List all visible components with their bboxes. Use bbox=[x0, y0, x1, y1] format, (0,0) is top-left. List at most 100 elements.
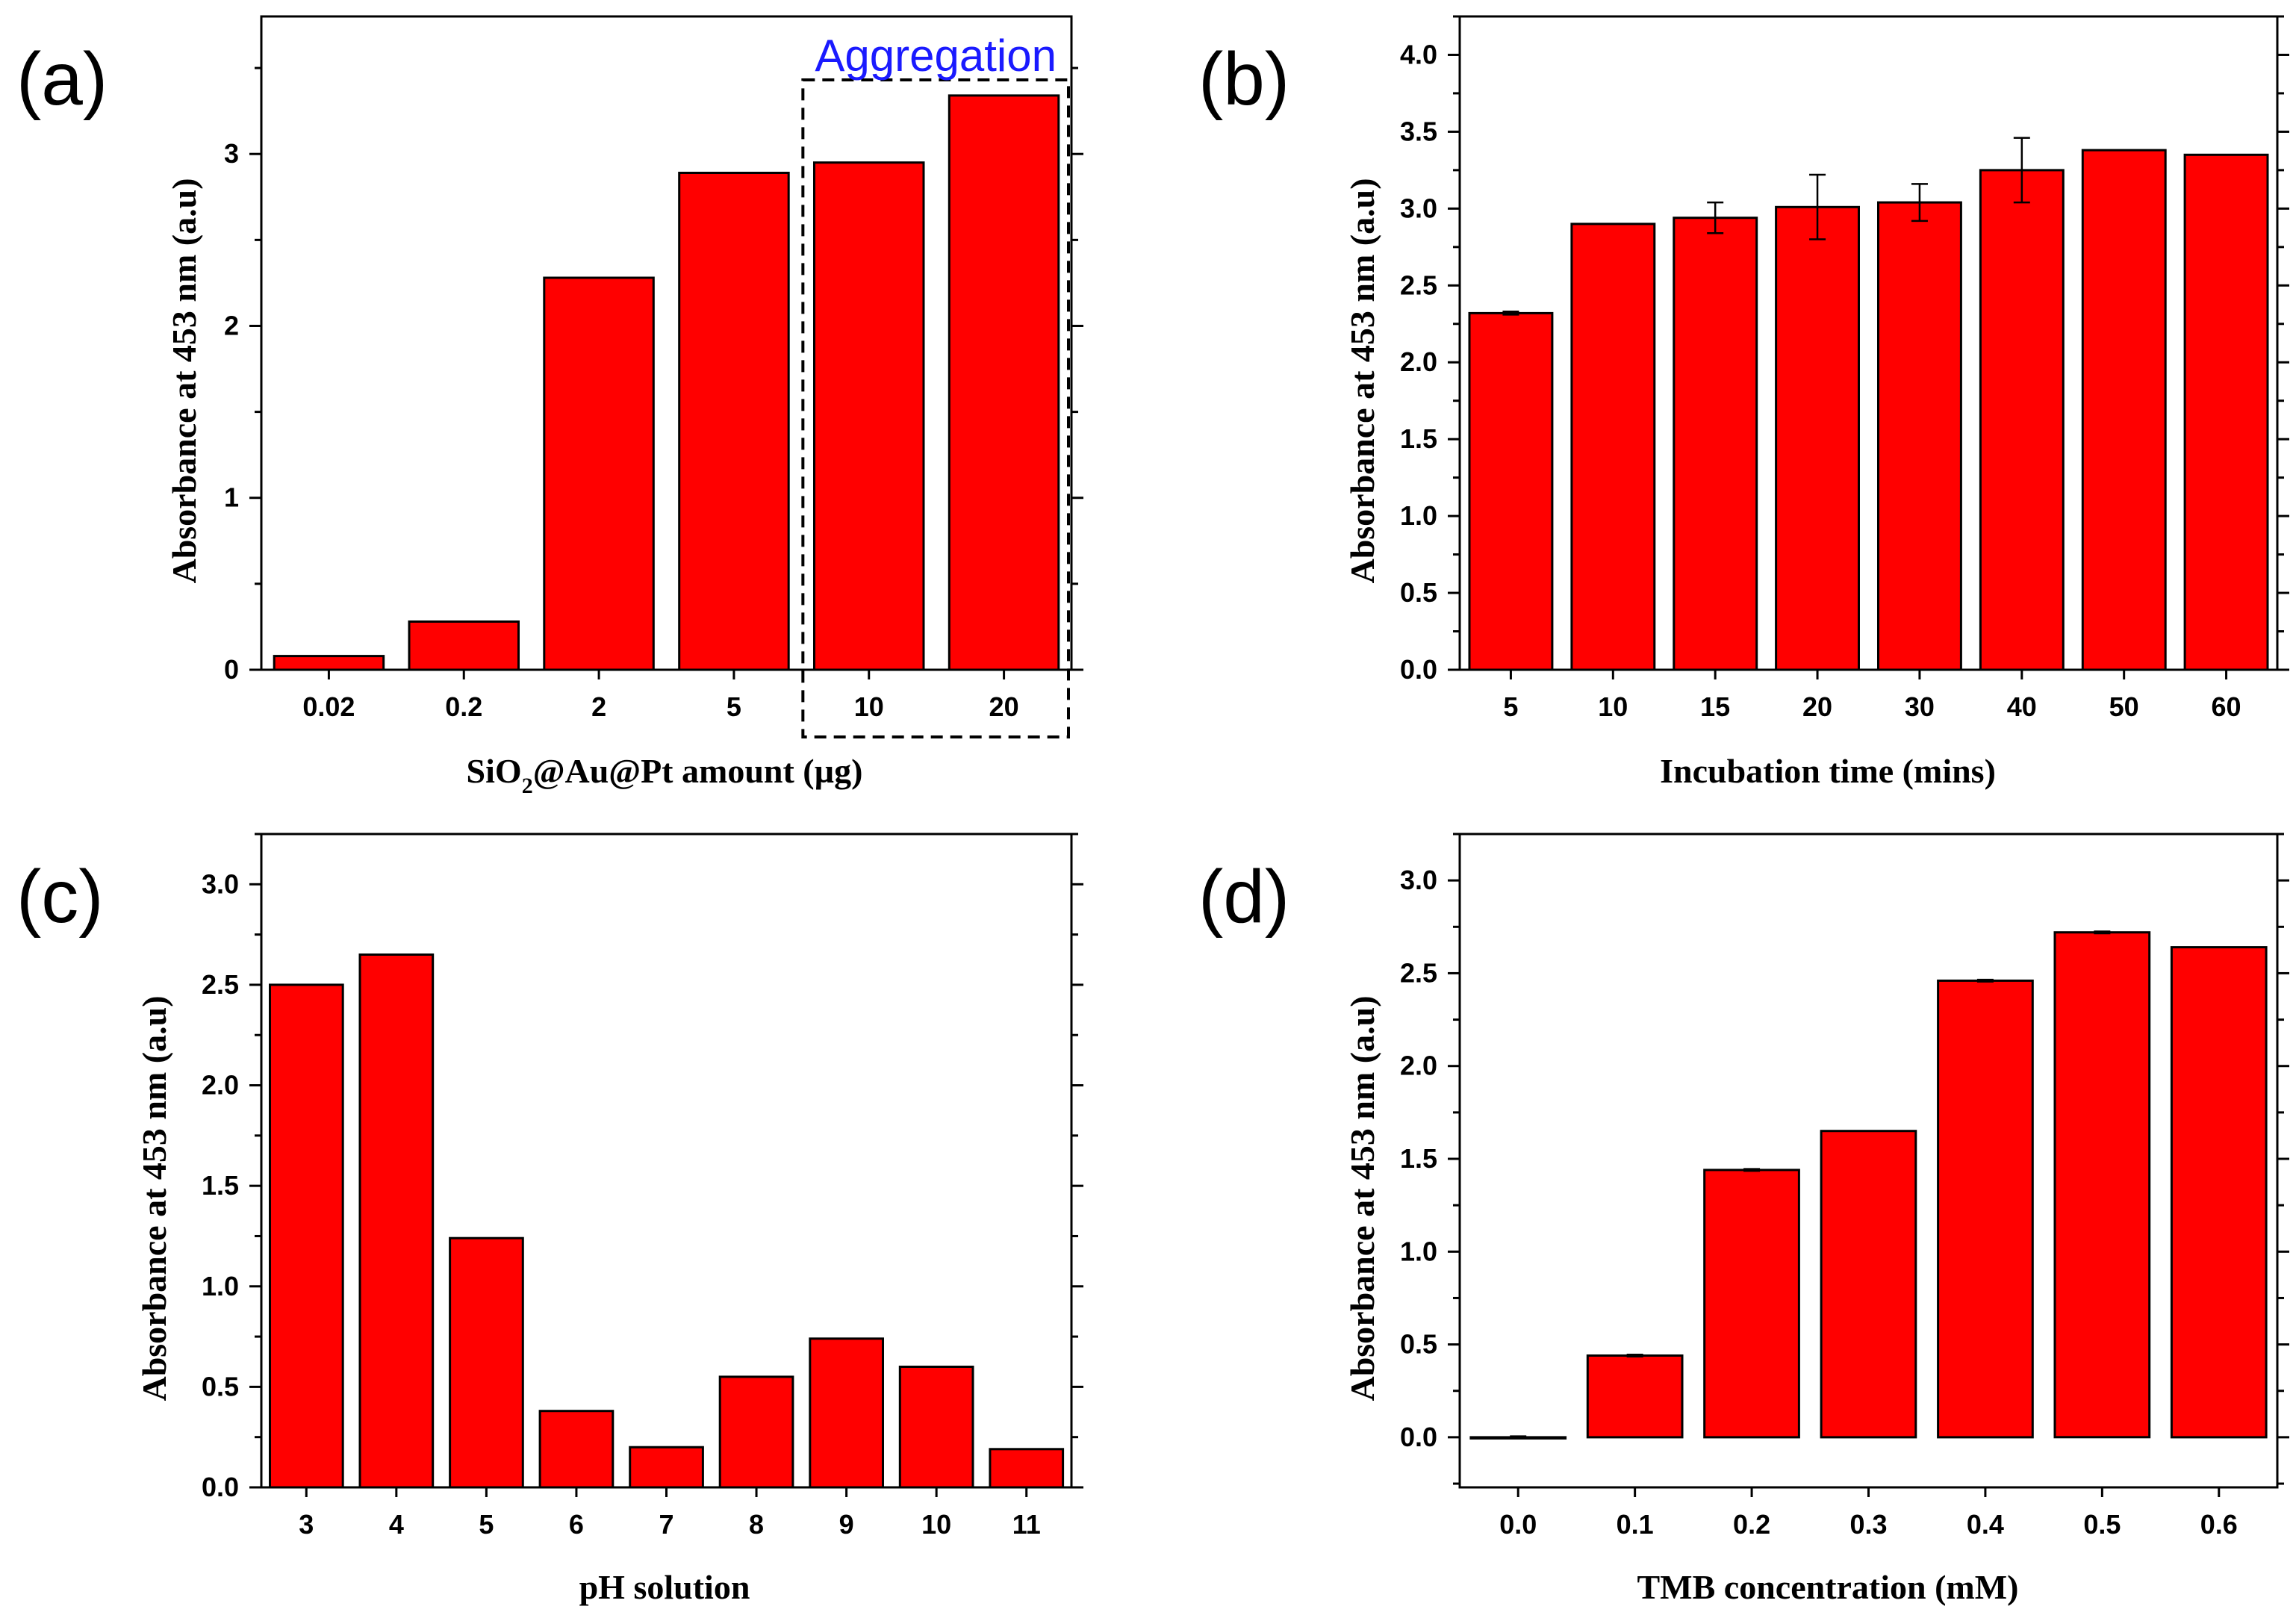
panel-a-bar-0.2 bbox=[408, 620, 520, 671]
panel-d-error-bar-0.0 bbox=[1510, 1435, 1527, 1440]
panel-b-bar-50 bbox=[2081, 149, 2167, 671]
panel-c-x-tick-label-9: 9 bbox=[839, 1509, 854, 1540]
panel-b-bar-30 bbox=[1877, 201, 1962, 671]
panel-a-x-tick-label-2: 2 bbox=[591, 691, 606, 722]
panel-b-error-bar-20 bbox=[1809, 173, 1826, 240]
panel-b-y-tick-label-2.5: 2.5 bbox=[1400, 270, 1437, 300]
panel-d-y-tick-label-1.5: 1.5 bbox=[1400, 1143, 1437, 1174]
panel-b-bar-60 bbox=[2183, 153, 2269, 671]
panel-d-error-bar-0.2 bbox=[1743, 1168, 1761, 1172]
panel-d-bar-0.6 bbox=[2170, 946, 2268, 1439]
panel-a-bar-10 bbox=[813, 161, 925, 671]
panel-b-error-bar-40 bbox=[2013, 137, 2030, 204]
panel-a-x-title-part-2: @Au@Pt amount (µg) bbox=[533, 752, 863, 790]
panel-c-x-tick-label-7: 7 bbox=[659, 1509, 673, 1540]
panel-b-bar-15 bbox=[1673, 217, 1758, 671]
panel-b-bar-10 bbox=[1570, 223, 1656, 671]
panel-b-x-tick-label-15: 15 bbox=[1700, 691, 1730, 722]
panel-d-x-tick-label-0.2: 0.2 bbox=[1733, 1509, 1770, 1540]
panel-d-y-tick-label-0.5: 0.5 bbox=[1400, 1329, 1437, 1360]
panel-d-bar-0.3 bbox=[1820, 1130, 1917, 1439]
panel-b-y-tick-label-0.0: 0.0 bbox=[1400, 654, 1437, 685]
panel-c: (c) 3 4 5 6 7 8 9 10 11 0.0 0.5 1.0 1.5 2.0 2.5 3.0 pH … bbox=[16, 833, 1083, 1606]
panel-a-bar-0.02 bbox=[273, 655, 385, 671]
panel-b-x-tick-label-10: 10 bbox=[1598, 691, 1628, 722]
panel-c-x-tick-label-8: 8 bbox=[749, 1509, 764, 1540]
panel-b-x-tick-label-20: 20 bbox=[1802, 691, 1832, 722]
panel-b: (b) 5 10 15 20 30 40 50 60 0.0 0.5 1.0 1.5 2.0 2.5 3.0… bbox=[1198, 15, 2289, 790]
panel-b-axes-frame bbox=[1458, 15, 2279, 671]
panel-b-y-axis-title: Absorbance at 453 nm (a.u) bbox=[1343, 178, 1381, 583]
panel-a-label: (a) bbox=[16, 37, 108, 121]
panel-d-x-tick-label-0.3: 0.3 bbox=[1849, 1509, 1887, 1540]
panel-c-x-tick-label-6: 6 bbox=[569, 1509, 584, 1540]
panel-a-bar-5 bbox=[678, 172, 790, 671]
panel-c-y-tick-label-1.0: 1.0 bbox=[202, 1271, 239, 1301]
panel-b-y-tick-label-0.5: 0.5 bbox=[1400, 577, 1437, 608]
panel-c-x-tick-label-5: 5 bbox=[479, 1509, 494, 1540]
panel-a-marks: 0.02 0.2 2 5 10 20 0 1 2 3 Aggregation bbox=[224, 15, 1083, 738]
panel-c-y-axis-title: Absorbance at 453 nm (a.u) bbox=[135, 995, 173, 1401]
panel-d-y-tick-label-1.0: 1.0 bbox=[1400, 1236, 1437, 1266]
panel-a-y-tick-label-1: 1 bbox=[224, 482, 239, 513]
panel-d-y-axis-title: Absorbance at 453 nm (a.u) bbox=[1343, 995, 1381, 1401]
panel-b-bar-5 bbox=[1468, 311, 1554, 671]
panel-a-x-title-part-1: SiO bbox=[467, 752, 522, 790]
panel-c-y-tick-label-1.5: 1.5 bbox=[202, 1170, 239, 1201]
panel-d-y-tick-label-0.0: 0.0 bbox=[1400, 1422, 1437, 1452]
panel-c-bar-10 bbox=[898, 1366, 974, 1489]
panel-b-error-bar-5 bbox=[1502, 311, 1519, 316]
panel-b-y-tick-label-1.5: 1.5 bbox=[1400, 423, 1437, 454]
panel-c-axes-frame bbox=[260, 833, 1073, 1489]
panel-c-bar-5 bbox=[449, 1236, 524, 1489]
panel-b-marks: 5 10 15 20 30 40 50 60 0.0 0.5 1.0 1.5 2.0 2.5 3.0 3.5 4… bbox=[1400, 15, 2289, 722]
panel-b-x-tick-label-30: 30 bbox=[1905, 691, 1935, 722]
panel-a-x-tick-label-0.02: 0.02 bbox=[302, 691, 355, 722]
panel-c-x-axis-title: pH solution bbox=[579, 1568, 750, 1606]
panel-d-error-bar-0.5 bbox=[2094, 930, 2111, 935]
panel-a-y-tick-label-3: 3 bbox=[224, 138, 239, 169]
panel-c-bar-4 bbox=[358, 953, 435, 1489]
panel-a-bar-2 bbox=[543, 276, 655, 671]
panel-d-y-tick-label-2.5: 2.5 bbox=[1400, 957, 1437, 988]
panel-b-y-tick-label-1.0: 1.0 bbox=[1400, 500, 1437, 531]
panel-c-bar-7 bbox=[629, 1446, 704, 1489]
panel-d-bar-0.5 bbox=[2053, 931, 2151, 1439]
panel-a-axes-frame bbox=[260, 15, 1073, 671]
panel-a-annotation-label: Aggregation bbox=[815, 31, 1057, 81]
panel-c-y-tick-label-0.0: 0.0 bbox=[202, 1472, 239, 1502]
panel-c-bar-3 bbox=[269, 983, 344, 1489]
panel-a-y-tick-label-0: 0 bbox=[224, 654, 239, 685]
panel-c-x-tick-label-3: 3 bbox=[299, 1509, 314, 1540]
panel-b-bar-20 bbox=[1775, 205, 1861, 671]
panel-d-x-tick-label-0.0: 0.0 bbox=[1499, 1509, 1537, 1540]
panel-b-bar-40 bbox=[1979, 169, 2065, 671]
panel-c-bar-6 bbox=[538, 1410, 615, 1489]
panel-d-x-axis-title: TMB concentration (mM) bbox=[1637, 1568, 2019, 1606]
panel-c-y-tick-label-2.0: 2.0 bbox=[202, 1070, 239, 1101]
panel-d-error-bar-0.1 bbox=[1626, 1354, 1643, 1357]
panel-b-x-tick-label-40: 40 bbox=[2007, 691, 2037, 722]
panel-c-bar-11 bbox=[989, 1448, 1065, 1489]
panel-c-x-tick-label-4: 4 bbox=[389, 1509, 404, 1540]
panel-a-x-title-subscript: 2 bbox=[522, 774, 533, 798]
panel-b-error-bar-30 bbox=[1911, 183, 1928, 223]
panel-b-x-tick-label-60: 60 bbox=[2212, 691, 2241, 722]
panel-c-x-tick-label-10: 10 bbox=[921, 1509, 951, 1540]
panel-d-bar-0.1 bbox=[1586, 1354, 1684, 1439]
panel-c-marks: 3 4 5 6 7 8 9 10 11 0.0 0.5 1.0 1.5 2.0 2.5 3.0 bbox=[202, 833, 1083, 1540]
panel-d-axes-frame bbox=[1458, 833, 2279, 1489]
panel-c-y-tick-label-3.0: 3.0 bbox=[202, 868, 239, 899]
panel-c-bar-8 bbox=[718, 1375, 794, 1489]
panel-d-bar-0.4 bbox=[1937, 979, 2034, 1439]
panel-a-x-tick-label-10: 10 bbox=[854, 691, 884, 722]
panel-a-y-tick-label-2: 2 bbox=[224, 310, 239, 340]
panel-d-y-tick-label-2.0: 2.0 bbox=[1400, 1051, 1437, 1081]
panel-a-x-axis-title: SiO2@Au@Pt amount (µg) bbox=[467, 752, 863, 798]
panel-b-x-tick-label-50: 50 bbox=[2109, 691, 2139, 722]
panel-b-y-tick-label-2.0: 2.0 bbox=[1400, 346, 1437, 377]
panel-c-x-tick-label-11: 11 bbox=[1012, 1509, 1041, 1540]
panel-c-y-tick-label-2.5: 2.5 bbox=[202, 969, 239, 1000]
